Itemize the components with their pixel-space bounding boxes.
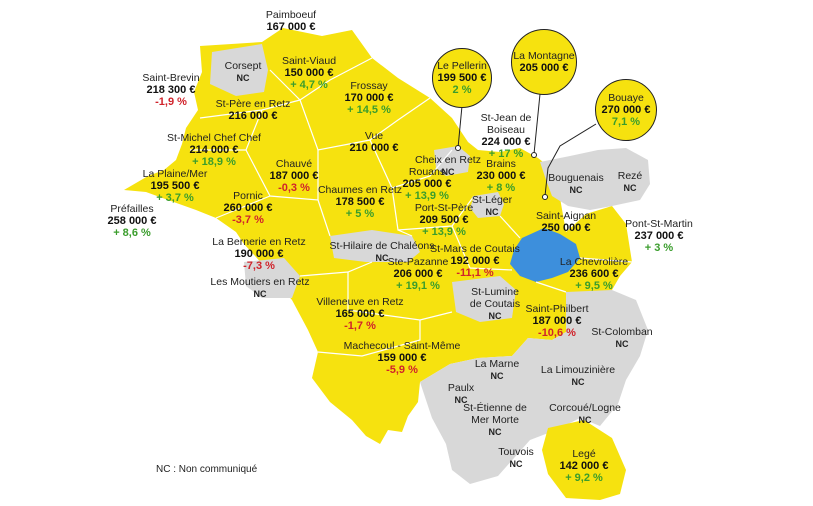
label-touvois: Touvois NC [498,446,534,469]
label-la-bernerie-en-retz: La Bernerie en Retz 190 000 € -7,3 % [212,236,306,272]
label-corcoue-logne: Corcoué/Logne NC [549,402,621,425]
callout-dot-la-montagne [531,152,537,158]
label-machecoul-saint-meme: Machecoul - Saint-Même 159 000 € -5,9 % [343,340,461,376]
label-st-colomban: St-Colomban NC [591,326,653,349]
callout-bouaye: Bouaye 270 000 €7,1 % [595,79,657,141]
callout-dot-bouaye [542,194,548,200]
label-ste-pazanne: Ste-Pazanne 206 000 € + 19,1 % [387,256,449,292]
label-st-etienne-de-mer-morte: St-Étienne de Mer Morte NC [463,402,527,437]
label-cheix-en-retz: Cheix en Retz NC [415,154,481,177]
label-st-michel-chef-chef: St-Michel Chef Chef 214 000 € + 18,9 % [167,132,261,168]
label-paimboeuf: Paimboeuf 167 000 € [265,9,317,33]
callout-la-montagne: La Montagne 205 000 € [511,29,577,95]
label-frossay: Frossay 170 000 € + 14,5 % [344,80,394,116]
label-corsept: Corsept NC [224,60,262,83]
label-st-lumine-de-coutais: St-Lumine de Coutais NC [469,286,521,321]
region-grey-moutiers [244,258,300,298]
label-st-mars-de-coutais: St-Mars de Coutais 192 000 € -11,1 % [430,243,520,279]
region-grey-st-lumine [452,276,516,322]
label-chaumes-en-retz: Chaumes en Retz 178 500 € + 5 % [317,184,403,220]
label-les-moutiers-en-retz: Les Moutiers en Retz NC [210,276,310,299]
region-grey-st-hilaire [330,230,420,262]
region-grey-st-leger [470,192,504,218]
commune-borders [190,57,633,357]
label-paulx: Paulx NC [447,382,475,405]
region-grey-bouguenais-reze [540,148,650,210]
label-villeneuve-en-retz: Villeneuve en Retz 165 000 € -1,7 % [316,296,404,332]
callout-le-pellerin: Le Pellerin 199 500 €2 % [432,48,492,108]
label-rouans: Rouans 205 000 € + 13,9 % [402,166,452,202]
label-chauve: Chauvé 187 000 € -0,3 % [269,158,319,194]
region-grey-south [420,290,648,484]
label-st-hilaire-de-chaleons: St-Hilaire de Chaléons NC [329,240,435,263]
label-st-jean-de-boiseau: St-Jean de Boiseau 224 000 € + 17 % [480,112,532,160]
label-reze: Rezé NC [617,170,643,193]
label-la-limouziniere: La Limouzinière NC [540,364,616,387]
label-port-st-pere: Port-St-Père 209 500 € + 13,9 % [414,202,474,238]
label-pont-st-martin: Pont-St-Martin 237 000 € + 3 % [625,218,693,254]
legend-nc: NC : Non communiqué [156,464,258,475]
label-la-marne: La Marne NC [474,358,520,381]
label-lege: Legé 142 000 € + 9,2 % [559,448,609,484]
callout-leaders [457,93,597,197]
label-brains: Brains 230 000 € + 8 % [476,158,526,194]
label-bouguenais: Bouguenais NC [548,172,604,195]
label-saint-brevin: Saint-Brevin 218 300 € -1,9 % [142,72,200,108]
label-prefailles: Préfailles 258 000 € + 8,6 % [107,203,157,239]
label-la-plaine-mer: La Plaine/Mer 195 500 € + 3,7 % [142,168,208,204]
label-pornic: Pornic 260 000 € -3,7 % [223,190,273,226]
lake-grand-lieu [510,228,580,282]
region-yellow-lege [542,420,626,500]
region-grey-cheix [434,146,470,176]
label-la-chevroliere: La Chevrolière 236 600 € + 9,5 % [559,256,629,292]
label-saint-viaud: Saint-Viaud 150 000 € + 4,7 % [281,55,337,91]
callout-dot-le-pellerin [455,145,461,151]
label-vue: Vue 210 000 € [349,130,399,154]
label-saint-aignan: Saint-Aignan 250 000 € [535,210,597,234]
label-st-leger: St-Léger NC [471,194,513,217]
label-st-pere-en-retz: St-Père en Retz 216 000 € [215,98,291,122]
label-saint-philbert: Saint-Philbert 187 000 € -10,6 % [525,303,589,339]
region-grey-corsept [210,44,268,96]
